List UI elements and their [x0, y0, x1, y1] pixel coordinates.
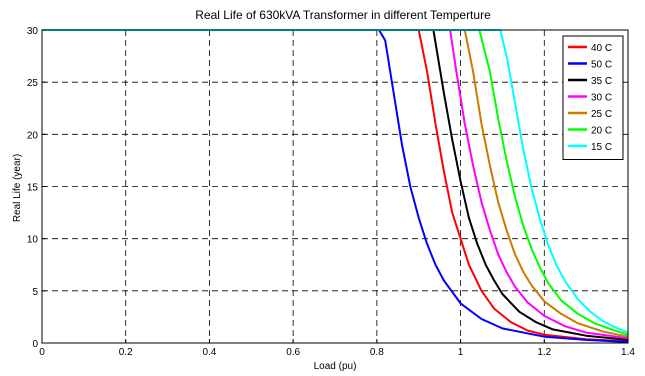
- legend-entry: 20 C: [591, 126, 612, 137]
- x-tick-label: 0.4: [202, 347, 216, 358]
- chart-title: Real Life of 630kVA Transformer in diffe…: [195, 8, 491, 22]
- legend-entry: 50 C: [591, 60, 612, 71]
- x-tick-label: 0: [39, 347, 45, 358]
- x-tick-label: 1.2: [537, 347, 551, 358]
- y-tick-label: 25: [27, 78, 39, 89]
- x-tick-label: 1: [458, 347, 464, 358]
- series-lines: [42, 29, 629, 343]
- series-line-30-c: [42, 29, 629, 340]
- y-tick-label: 20: [27, 130, 39, 141]
- legend-entry: 15 C: [591, 142, 612, 153]
- series-line-35-c: [42, 29, 629, 341]
- y-axis-label: Real Life (year): [12, 154, 23, 222]
- grid: [42, 30, 628, 343]
- y-tick-label: 5: [32, 287, 38, 298]
- legend-entry: 40 C: [591, 43, 612, 54]
- x-tick-label: 0.6: [286, 347, 300, 358]
- series-line-25-c: [42, 29, 629, 338]
- x-tick-label: 0.2: [119, 347, 133, 358]
- x-axis-label: Load (pu): [314, 361, 357, 372]
- series-line-15-c: [42, 29, 629, 334]
- legend-entry: 30 C: [591, 93, 612, 104]
- x-tick-label: 0.8: [370, 347, 384, 358]
- legend-entry: 35 C: [591, 76, 612, 87]
- series-line-50-c: [42, 29, 629, 343]
- y-tick-label: 10: [27, 235, 39, 246]
- y-tick-label: 15: [27, 183, 39, 194]
- series-line-40-c: [42, 29, 629, 343]
- legend-entry: 25 C: [591, 109, 612, 120]
- y-tick-label: 30: [27, 26, 39, 37]
- legend: 40 C 50 C 35 C 30 C 25 C 20 C 15 C: [562, 35, 624, 160]
- series-line-20-c: [42, 29, 629, 336]
- x-tick-label: 1.4: [621, 347, 635, 358]
- axis-ticks: 0 0.2 0.4 0.6 0.8 1 1.2 1.4 0 5 10 15 20 25 30: [27, 26, 636, 358]
- y-tick-label: 0: [32, 339, 38, 350]
